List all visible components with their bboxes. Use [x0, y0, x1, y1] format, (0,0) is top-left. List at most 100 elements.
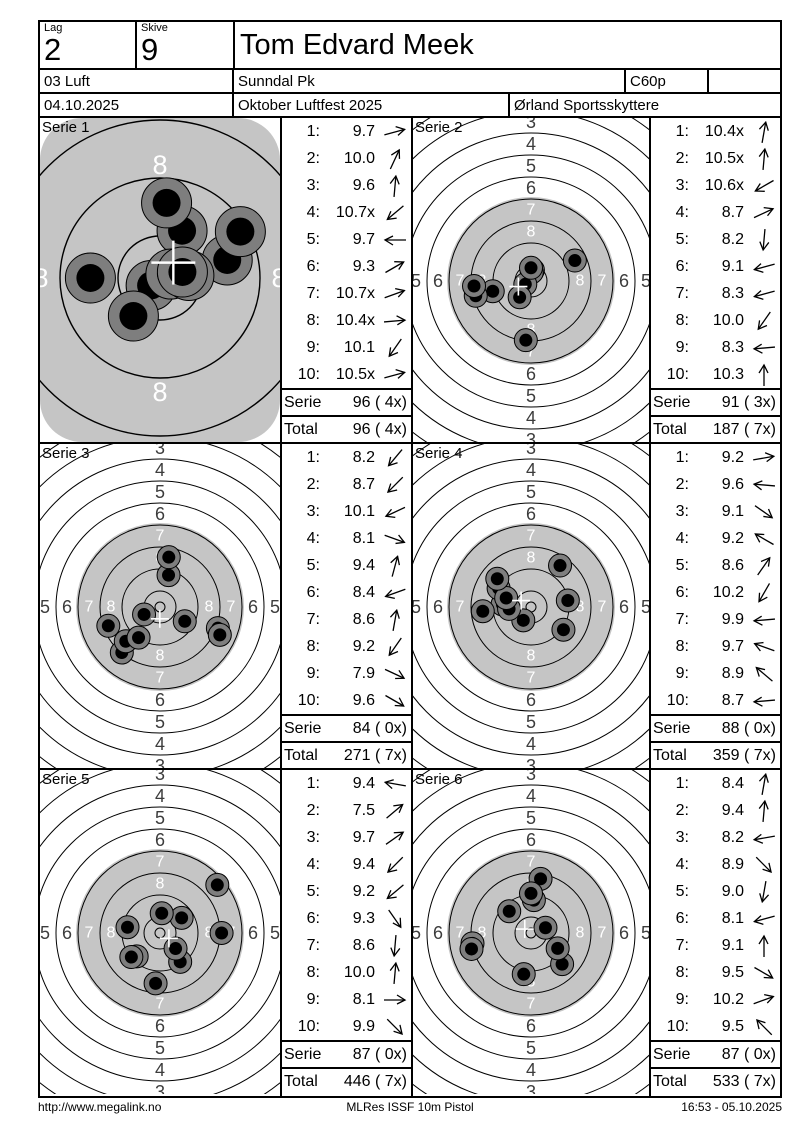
- shot-number: 7:: [306, 610, 320, 628]
- ring-label: 3: [155, 770, 165, 784]
- serie-sum-label: Serie: [284, 719, 322, 737]
- shot-row: 1: 9.4: [282, 770, 411, 797]
- ring-label: 6: [248, 923, 258, 943]
- ring-circle: [40, 806, 280, 1060]
- shot-hole: [519, 333, 533, 347]
- ring-circle: [413, 458, 649, 756]
- shot-number: 3:: [306, 502, 320, 520]
- shot-hole: [132, 631, 146, 645]
- arrow-svg: [385, 694, 405, 707]
- arrow-svg: [384, 125, 406, 136]
- ring-label: 6: [62, 923, 72, 943]
- shot-row: 10: 9.9: [282, 1013, 411, 1040]
- serie-6-panel: 33445566556677778888Serie 61:8.42:9.43:8…: [413, 770, 780, 1096]
- shot-direction: [379, 775, 411, 793]
- shot-direction-arrow-icon: [754, 797, 774, 824]
- shot-number: 2:: [306, 475, 320, 493]
- arrow-svg: [755, 856, 772, 873]
- shot-direction: [379, 1018, 411, 1036]
- serie-sum-label: Serie: [653, 1045, 691, 1063]
- shot-direction: [379, 448, 411, 467]
- ring-label: 5: [413, 923, 421, 943]
- shot-value: 8.2: [721, 828, 744, 846]
- serie-sum-row: Serie 96 ( 4x): [282, 388, 411, 415]
- serie-2-panel: 33445566556677778888Serie 21:10.4x2:10.5…: [413, 118, 780, 444]
- shot-row: 4: 9.2: [651, 525, 780, 552]
- shot-direction: [748, 503, 780, 521]
- result-sheet: Lag 2 Skive 9 Tom Edvard Meek 03 Luft Su…: [38, 20, 782, 1098]
- shot-row: 8: 10.4x: [282, 307, 411, 334]
- shot-direction: [379, 148, 411, 169]
- shot-row: 6: 8.4: [282, 579, 411, 606]
- shot-direction-arrow-icon: [384, 605, 406, 634]
- ring-label: 5: [155, 712, 165, 732]
- serie-5-target: 33445566556677778888Serie 5: [40, 770, 282, 1096]
- shot-row: 6: 9.3: [282, 253, 411, 280]
- ring-label: 6: [526, 830, 536, 850]
- arrow-svg: [384, 534, 406, 544]
- shot-hole: [551, 941, 565, 955]
- shot-direction-arrow-icon: [381, 143, 408, 174]
- shot-direction: [748, 530, 780, 548]
- shot-direction-arrow-icon: [382, 231, 408, 249]
- serie-1-panel: 8 8 8 8 7 7 Serie 1 1: 9.7 2: 10.0 3: 9.6 4: 10.7x 5: 9.…: [40, 118, 413, 444]
- target-black-zone: [447, 523, 615, 691]
- arrow-svg: [758, 772, 769, 795]
- shot-direction-arrow-icon: [379, 686, 411, 715]
- shot-number: 2:: [675, 801, 689, 819]
- arrow-svg: [385, 831, 405, 845]
- shot-value: 9.0: [721, 882, 744, 900]
- shot-value: 9.4: [352, 774, 375, 792]
- arrow-svg: [756, 1018, 773, 1035]
- shot-direction: [748, 258, 780, 276]
- shot-number: 2:: [306, 801, 320, 819]
- arrow-svg: [384, 368, 406, 379]
- serie-sum-value: 96 ( 4x): [352, 393, 407, 411]
- shot-row: 10: 9.5: [651, 1013, 780, 1040]
- shot-hole: [561, 594, 575, 608]
- shot-row: 10: 8.7: [651, 687, 780, 714]
- target-svg: 8 8 8 8 7 7: [40, 118, 280, 442]
- ring-label: 8: [152, 150, 167, 180]
- shot-row: 3: 8.2: [651, 824, 780, 851]
- shot-value: 8.6: [352, 936, 375, 954]
- serie-title: Serie 2: [415, 119, 463, 136]
- skive-value: 9: [141, 32, 159, 67]
- serie-sum-label: Serie: [653, 719, 691, 737]
- shot-hole: [178, 614, 192, 628]
- arrow-svg: [752, 479, 776, 490]
- shot-number: 5:: [306, 882, 320, 900]
- arrow-svg: [753, 993, 775, 1004]
- shot-direction-arrow-icon: [385, 959, 405, 986]
- shot-number: 10:: [666, 691, 689, 709]
- arrow-svg: [753, 641, 775, 651]
- shot-direction: [379, 338, 411, 357]
- ring-label: 8: [107, 925, 116, 942]
- arrow-svg: [758, 363, 769, 386]
- shot-row: 9: 7.9: [282, 660, 411, 687]
- ring-label: 5: [526, 482, 536, 502]
- shot-direction-arrow-icon: [753, 769, 775, 798]
- shot-direction-arrow-icon: [755, 362, 773, 388]
- shot-value: 8.7: [352, 475, 375, 493]
- shot-direction: [379, 204, 411, 222]
- shot-value: 8.2: [352, 448, 375, 466]
- shot-direction-arrow-icon: [748, 497, 780, 527]
- ring-label: 6: [526, 504, 536, 524]
- arrow-svg: [384, 588, 406, 599]
- shot-hole: [476, 604, 490, 618]
- shot-direction: [379, 637, 411, 656]
- ring-label: 5: [40, 923, 50, 943]
- shot-direction: [748, 311, 780, 330]
- shot-value: 10.0: [343, 149, 375, 167]
- shot-hole: [121, 920, 135, 934]
- arrow-svg: [755, 666, 773, 682]
- shot-hole: [124, 950, 138, 964]
- shot-row: 9: 10.1: [282, 334, 411, 361]
- shot-value: 10.2: [712, 583, 744, 601]
- target-svg: 33445566556677778888: [40, 770, 280, 1096]
- shot-row: 8: 10.0: [651, 307, 780, 334]
- ring-label: 7: [156, 996, 165, 1013]
- shot-row: 7: 8.3: [651, 280, 780, 307]
- shot-direction: [748, 177, 780, 195]
